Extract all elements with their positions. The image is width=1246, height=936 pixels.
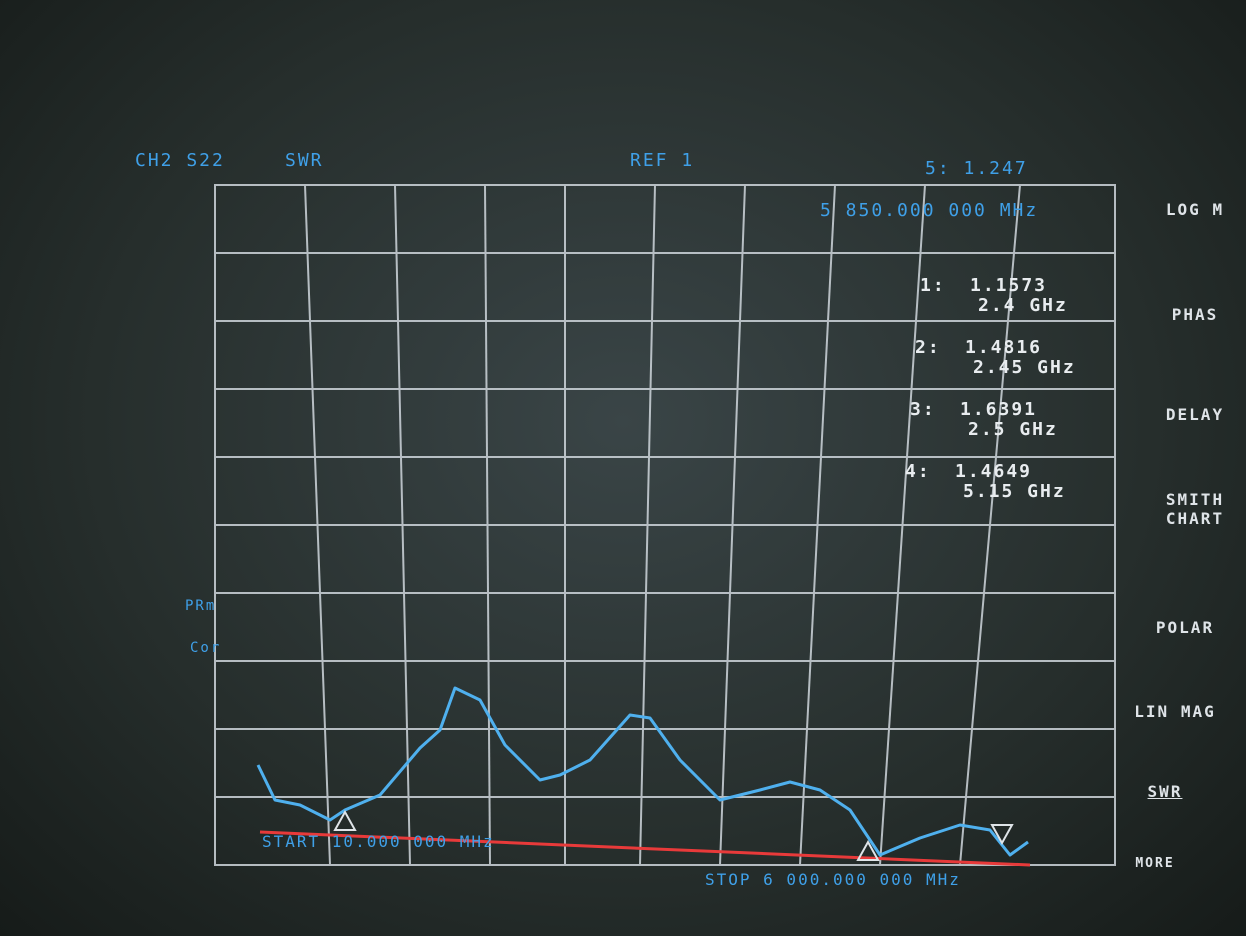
marker-frequency: 2.4 GHz [978, 295, 1068, 316]
softkey[interactable]: SMITH CHART [1165, 490, 1225, 528]
softkey[interactable]: POLAR [1155, 618, 1215, 637]
marker-value: 1.4649 [955, 461, 1033, 482]
channel-label: CH2 S22 [135, 150, 225, 171]
marker-value: 1.4816 [965, 337, 1043, 358]
active-marker-frequency: 5 850.000 000 MHz [820, 200, 1039, 221]
softkey[interactable]: LIN MAG [1134, 702, 1216, 721]
marker-frequency: 2.5 GHz [968, 419, 1058, 440]
grid [214, 184, 1116, 866]
reference-line [259, 830, 1031, 867]
softkey[interactable]: SWR [1147, 782, 1183, 801]
marker-symbol [990, 824, 1014, 846]
marker-value: 1.1573 [970, 275, 1048, 296]
marker-symbol [856, 839, 880, 861]
status-label: Cor [190, 640, 222, 656]
marker-frequency: 2.45 GHz [973, 357, 1076, 378]
softkey[interactable]: LOG M [1165, 200, 1225, 219]
marker-symbols [333, 809, 1014, 861]
softkey[interactable]: PHAS [1171, 305, 1219, 324]
active-marker-readout: 5: 1.247 [925, 158, 1028, 179]
start-frequency: START 10.000 000 MHz [262, 832, 495, 851]
marker-symbol [333, 809, 357, 831]
stop-frequency: STOP 6 000.000 000 MHz [705, 870, 961, 889]
marker-label: 4: [905, 461, 931, 482]
format-label: SWR [285, 150, 324, 171]
softkey[interactable]: MORE [1135, 856, 1175, 871]
swr-trace [256, 686, 1029, 857]
marker-label: 2: [915, 337, 941, 358]
reference-label: REF 1 [630, 150, 695, 171]
marker-label: 1: [920, 275, 946, 296]
marker-frequency: 5.15 GHz [963, 481, 1066, 502]
softkey[interactable]: DELAY [1165, 405, 1225, 424]
marker-value: 1.6391 [960, 399, 1038, 420]
marker-label: 3: [910, 399, 936, 420]
status-label: PRm [185, 598, 217, 614]
